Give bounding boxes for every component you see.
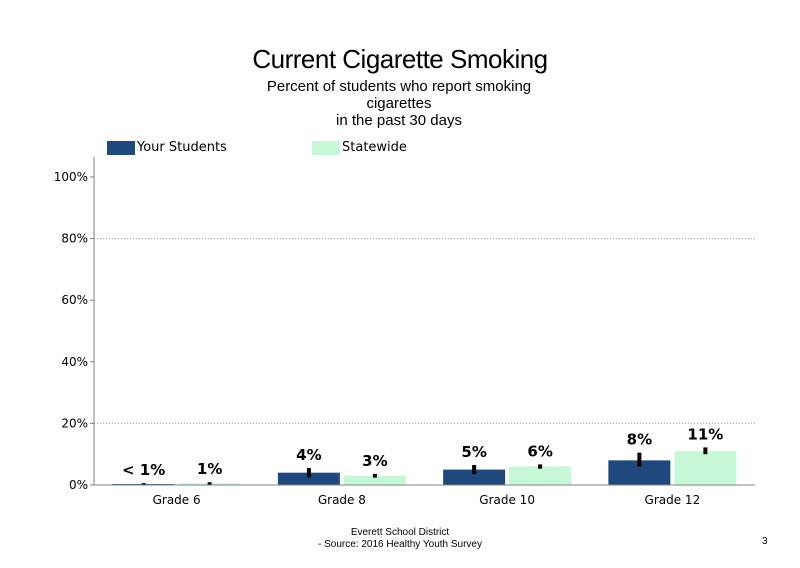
bar (343, 475, 406, 485)
x-tick-label: Grade 8 (318, 493, 366, 507)
data-label: 11% (687, 425, 723, 443)
bar (277, 472, 340, 485)
page-number: 3 (762, 536, 768, 547)
legend-label: Statewide (342, 140, 407, 155)
subtitle-line: in the past 30 days (336, 112, 462, 129)
chart-title: Current Cigarette Smoking (252, 44, 548, 74)
data-label: 3% (362, 452, 387, 470)
data-label: < 1% (122, 461, 165, 479)
x-tick-label: Grade 10 (479, 493, 535, 507)
footer-district: Everett School District (350, 527, 450, 538)
footer: Everett School District - Source: 2016 H… (0, 527, 800, 551)
y-tick-label: 80% (61, 232, 88, 246)
footer-source: - Source: 2016 Healthy Youth Survey (318, 539, 482, 550)
x-tick-label: Grade 6 (153, 493, 201, 507)
bar (509, 466, 572, 485)
data-label: 8% (627, 431, 652, 449)
chart-subtitle: Percent of students who report smoking c… (249, 78, 549, 129)
subtitle-line: cigarettes (366, 95, 432, 112)
subtitle-line: Percent of students who report smoking (266, 78, 532, 95)
legend-label: Your Students (137, 140, 227, 155)
y-tick-label: 20% (61, 416, 88, 430)
y-tick-label: 0% (69, 478, 88, 492)
y-tick-label: 60% (61, 293, 88, 307)
data-label: 4% (296, 446, 321, 464)
data-label: 1% (197, 460, 222, 478)
legend-swatch (107, 141, 135, 155)
bar (443, 469, 506, 485)
x-tick-label: Grade 12 (645, 493, 701, 507)
bar (674, 451, 737, 485)
data-label: 6% (527, 442, 552, 460)
data-label: 5% (461, 443, 486, 461)
y-tick-label: 40% (61, 355, 88, 369)
legend-swatch (312, 141, 340, 155)
y-tick-label: 100% (54, 170, 88, 184)
